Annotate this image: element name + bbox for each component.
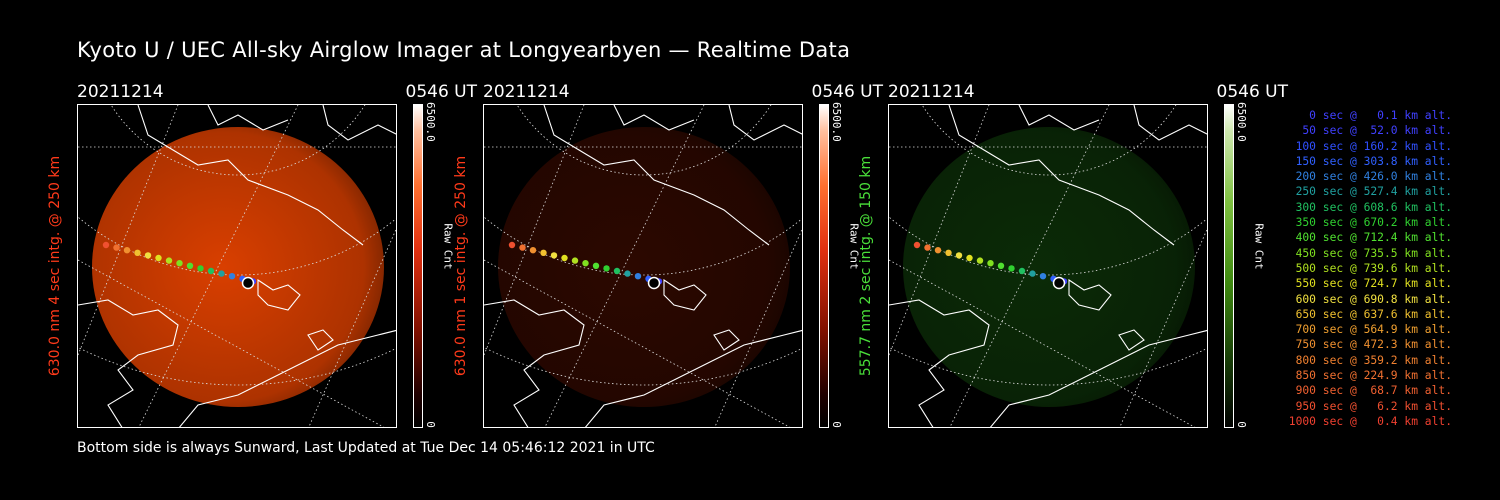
legend-entry: 950 sec @ 6.2 km alt. — [1288, 399, 1452, 413]
legend-entry: 700 sec @ 564.9 km alt. — [1288, 323, 1452, 337]
trajectory-point — [1008, 265, 1015, 272]
trajectory-point — [592, 262, 600, 269]
trajectory-point — [540, 249, 547, 256]
trajectory-point — [945, 249, 952, 256]
trajectory-point — [228, 273, 236, 280]
trajectory-end — [647, 276, 661, 290]
legend-entry: 50 sec @ 52.0 km alt. — [1288, 124, 1452, 138]
trajectory-point — [197, 265, 204, 272]
imager-panel-3: 20211214 0546 UT — [858, 80, 1289, 430]
all-sky-image — [888, 104, 1208, 428]
trajectory-point — [134, 249, 141, 256]
colorbar-min: 0 — [423, 421, 437, 428]
panel-date: 20211214 — [483, 82, 570, 102]
colorbar-min: 0 — [1234, 421, 1248, 428]
legend-entry: 150 sec @ 303.8 km alt. — [1288, 154, 1452, 168]
colorbar — [1224, 104, 1234, 428]
colorbar — [819, 104, 829, 428]
trajectory-point — [144, 252, 152, 259]
legend-entry: 250 sec @ 527.4 km alt. — [1288, 185, 1452, 199]
trajectory-point — [987, 260, 994, 267]
legend-entry: 1000 sec @ 0.4 km alt. — [1288, 414, 1452, 428]
colorbar-max: 6500.0 — [424, 102, 437, 142]
trajectory-point — [529, 247, 537, 254]
trajectory-point — [218, 270, 225, 277]
trajectory-point — [561, 254, 568, 262]
trajectory-point — [571, 257, 579, 264]
trajectory-point — [123, 247, 131, 254]
legend-entry: 300 sec @ 608.6 km alt. — [1288, 200, 1452, 214]
colorbar-max: 6500.0 — [1235, 102, 1248, 142]
trajectory-point — [613, 267, 621, 275]
trajectory-point — [207, 267, 215, 275]
trajectory-point — [102, 241, 110, 249]
trajectory-point — [997, 262, 1005, 269]
legend-entry: 750 sec @ 472.3 km alt. — [1288, 338, 1452, 352]
channel-label: 557.7 nm 2 sec intg. @ 150 km — [858, 155, 874, 377]
panel-time: 0546 UT — [1216, 82, 1289, 102]
page-title: Kyoto U / UEC All-sky Airglow Imager at … — [77, 38, 851, 62]
channel-label: 630.0 nm 1 sec intg. @ 250 km — [453, 155, 469, 377]
legend-entry: 850 sec @ 224.9 km alt. — [1288, 369, 1452, 383]
trajectory-point — [550, 252, 558, 259]
all-sky-image — [77, 104, 397, 428]
legend-entry: 100 sec @ 160.2 km alt. — [1288, 139, 1452, 153]
trajectory-point — [519, 244, 526, 251]
trajectory-point — [113, 244, 120, 251]
update-footer: Bottom side is always Sunward, Last Upda… — [77, 440, 655, 456]
panel-date: 20211214 — [888, 82, 975, 102]
channel-label: 630.0 nm 4 sec intg. @ 250 km — [47, 155, 63, 377]
trajectory-point — [624, 270, 631, 277]
legend-entry: 200 sec @ 426.0 km alt. — [1288, 170, 1452, 184]
trajectory-point — [603, 265, 610, 272]
panel-date: 20211214 — [77, 82, 164, 102]
panel-time: 0546 UT — [405, 82, 478, 102]
panel-time: 0546 UT — [811, 82, 884, 102]
trajectory-point — [165, 257, 173, 264]
trajectory-point — [155, 254, 162, 262]
colorbar — [413, 104, 423, 428]
trajectory-point — [1029, 270, 1036, 277]
trajectory-point — [186, 262, 194, 269]
trajectory-point — [955, 252, 963, 259]
trajectory-point — [176, 260, 183, 267]
trajectory-point — [913, 241, 921, 249]
trajectory-point — [582, 260, 589, 267]
legend-entry: 350 sec @ 670.2 km alt. — [1288, 216, 1452, 230]
legend-entry: 600 sec @ 690.8 km alt. — [1288, 292, 1452, 306]
trajectory-point — [634, 273, 642, 280]
all-sky-image — [483, 104, 803, 428]
trajectory-legend: 0 sec @ 0.1 km alt. 50 sec @ 52.0 km alt… — [1262, 108, 1452, 429]
imager-panel-1: 20211214 0546 UT — [47, 80, 478, 430]
trajectory-point — [1018, 267, 1026, 275]
colorbar-min: 0 — [829, 421, 843, 428]
legend-entry: 800 sec @ 359.2 km alt. — [1288, 353, 1452, 367]
trajectory-point — [508, 241, 516, 249]
legend-entry: 650 sec @ 637.6 km alt. — [1288, 307, 1452, 321]
trajectory-point — [924, 244, 931, 251]
trajectory-end — [241, 276, 255, 290]
trajectory-point — [966, 254, 973, 262]
imager-panel-2: 20211214 0546 UT — [453, 80, 884, 430]
trajectory-end — [1052, 276, 1066, 290]
trajectory-point — [976, 257, 984, 264]
legend-entry: 500 sec @ 739.6 km alt. — [1288, 261, 1452, 275]
legend-entry: 450 sec @ 735.5 km alt. — [1288, 246, 1452, 260]
legend-entry: 0 sec @ 0.1 km alt. — [1288, 109, 1452, 122]
legend-entry: 900 sec @ 68.7 km alt. — [1288, 384, 1452, 398]
trajectory-point — [1039, 273, 1047, 280]
colorbar-max: 6500.0 — [830, 102, 843, 142]
legend-entry: 550 sec @ 724.7 km alt. — [1288, 277, 1452, 291]
trajectory-point — [934, 247, 942, 254]
legend-entry: 400 sec @ 712.4 km alt. — [1288, 231, 1452, 245]
